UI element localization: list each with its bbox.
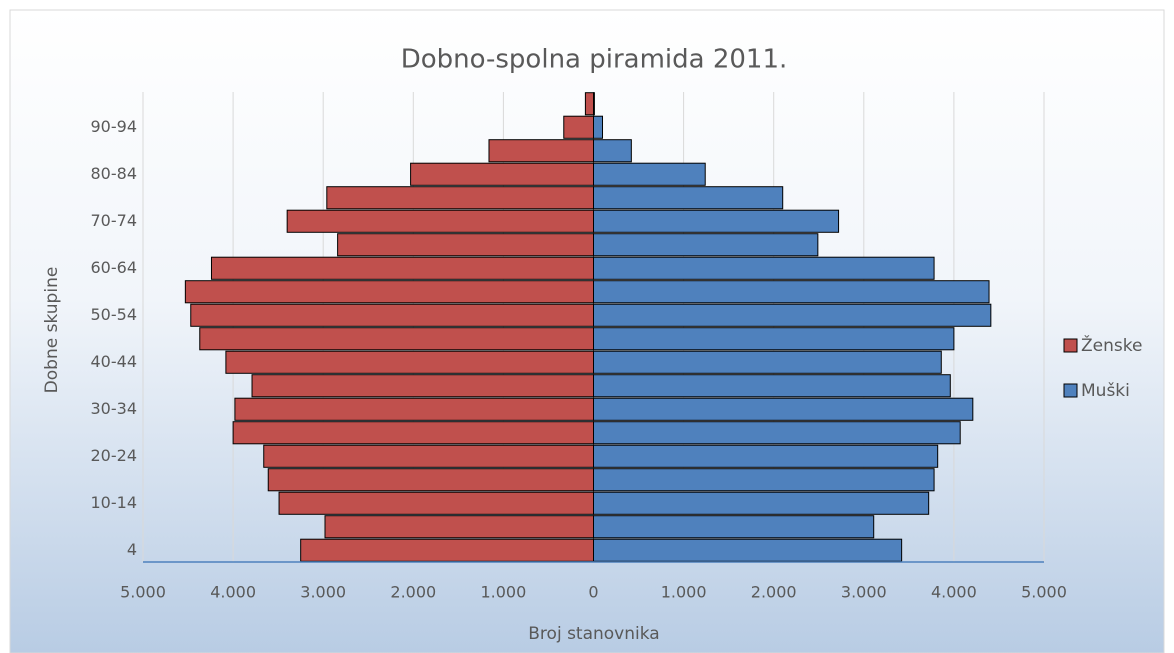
x-tick-label: 1.000 [480,583,526,602]
y-tick-label: 20-24 [91,446,138,465]
y-tick-label: 40-44 [91,352,138,371]
x-tick-label: 4.000 [210,583,256,602]
x-tick-label: 3.000 [300,583,346,602]
bar [210,256,594,280]
y-tick-label: 60-64 [91,258,138,277]
bar [593,233,819,257]
bar [263,444,594,468]
bar [593,280,990,304]
legend-swatch [1063,338,1078,353]
bar [593,139,632,163]
bar [267,468,594,492]
x-tick-label: 3.000 [841,583,887,602]
bar [324,515,594,539]
bar [593,92,595,116]
y-tick-label: 4 [127,540,137,559]
y-tick-label: 90-94 [91,117,138,136]
x-tick-label: 2.000 [751,583,797,602]
bar [286,209,594,233]
bar [278,491,594,515]
bar [232,421,594,445]
bar [593,327,955,351]
y-tick-label: 50-54 [91,305,138,324]
bar [593,538,903,562]
bar [593,491,930,515]
bar [199,327,594,351]
bar [234,397,594,421]
x-tick-label: 0 [588,583,598,602]
bar [593,186,784,210]
x-axis-title: Broj stanovnika [528,624,659,644]
bar [593,421,961,445]
legend-label: Ženske [1081,334,1142,356]
bar [300,538,594,562]
bar [593,515,875,539]
bar [410,162,594,186]
bar [593,162,706,186]
bar [584,92,594,116]
bar [593,303,992,327]
bar [593,209,840,233]
bar [593,397,974,421]
bar [563,115,595,139]
bar [593,350,942,374]
bar [488,139,595,163]
x-tick-label: 2.000 [390,583,436,602]
y-axis-title: Dobne skupine [42,267,62,394]
x-tick-label: 5.000 [120,583,166,602]
y-tick-label: 80-84 [91,164,138,183]
bar [184,280,595,304]
bar [337,233,594,257]
legend-swatch [1063,383,1078,398]
bar [190,303,595,327]
bar [593,444,939,468]
y-tick-label: 70-74 [91,211,138,230]
bar [593,468,935,492]
x-tick-label: 4.000 [931,583,977,602]
y-tick-label: 10-14 [91,493,138,512]
bar [326,186,594,210]
bar [251,374,594,398]
x-tick-label: 5.000 [1021,583,1067,602]
y-tick-label: 30-34 [91,399,138,418]
bar [593,256,935,280]
legend-label: Muški [1081,381,1130,401]
bar [593,115,604,139]
bar [225,350,594,374]
x-tick-label: 1.000 [661,583,707,602]
bar [593,374,951,398]
chart-title: Dobno-spolna piramida 2011. [401,45,788,75]
